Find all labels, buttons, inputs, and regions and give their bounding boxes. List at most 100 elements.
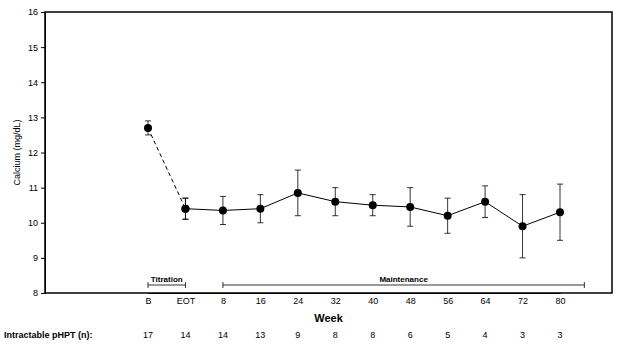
y-tick-mark xyxy=(41,293,45,294)
marker xyxy=(331,198,339,206)
error-bar xyxy=(445,198,451,233)
x-tick-label: 64 xyxy=(481,296,491,306)
y-tick-mark xyxy=(41,188,45,189)
x-tick-label: 40 xyxy=(368,296,378,306)
x-tick-label: 72 xyxy=(518,296,528,306)
n-value: 17 xyxy=(143,330,153,340)
error-bar xyxy=(370,195,376,216)
marker xyxy=(181,205,189,213)
x-tick: 40 xyxy=(368,293,378,306)
y-tick-mark xyxy=(41,47,45,48)
marker xyxy=(406,203,414,211)
marker xyxy=(294,189,302,197)
x-axis-line xyxy=(149,293,561,294)
x-axis: BEOT8162432404856647280 xyxy=(145,293,565,306)
error-bar xyxy=(182,198,188,219)
x-tick: 24 xyxy=(293,293,303,306)
x-tick-label: 32 xyxy=(331,296,341,306)
y-tick-mark xyxy=(41,117,45,118)
y-tick-label: 10 xyxy=(28,218,38,228)
n-value: 3 xyxy=(557,330,562,340)
y-tick-label: 8 xyxy=(33,288,38,298)
x-tick: 64 xyxy=(481,293,491,306)
series xyxy=(144,121,189,219)
y-tick-mark xyxy=(41,82,45,83)
x-tick-label: B xyxy=(145,296,151,306)
marker xyxy=(444,212,452,220)
error-bar xyxy=(182,198,188,219)
plot-frame xyxy=(45,12,612,293)
chart: 8910111213141516BEOT8162432404856647280C… xyxy=(0,0,622,346)
n-value: 6 xyxy=(408,330,413,340)
x-tick: 48 xyxy=(406,293,416,306)
y-tick: 8 xyxy=(33,288,45,298)
y-axis: 8 9 10 11 12 13 14 15 16 xyxy=(28,7,46,298)
y-tick: 12 xyxy=(28,148,45,158)
bracket-label: Titration xyxy=(151,275,183,284)
error-bar xyxy=(520,195,526,258)
y-tick: 13 xyxy=(28,113,45,123)
y-tick: 15 xyxy=(28,43,45,53)
n-value: 4 xyxy=(483,330,488,340)
n-value: 9 xyxy=(295,330,300,340)
x-axis-title: Week xyxy=(314,312,343,324)
y-axis-line xyxy=(45,13,46,294)
n-value: 14 xyxy=(180,330,190,340)
y-tick-label: 9 xyxy=(33,253,38,263)
error-bar xyxy=(407,188,413,227)
x-tick-label: 48 xyxy=(406,296,416,306)
marker xyxy=(369,201,377,209)
x-tick-label: 80 xyxy=(555,296,565,306)
x-tick: 72 xyxy=(518,293,528,306)
marker xyxy=(144,124,152,132)
marker xyxy=(219,206,227,214)
x-tick: B xyxy=(145,293,151,306)
n-value: 3 xyxy=(520,330,525,340)
error-bar xyxy=(332,188,338,216)
error-bar xyxy=(295,170,301,216)
n-label: Intractable pHPT (n): xyxy=(4,330,93,340)
n-value: 13 xyxy=(255,330,265,340)
line xyxy=(185,193,560,226)
bracket-label: Maintenance xyxy=(379,275,428,284)
y-tick-label: 14 xyxy=(28,78,38,88)
n-row: Intractable pHPT (n): 17 14 14 13 9 8 8 6 5 4 3 3 xyxy=(4,330,563,340)
y-tick: 9 xyxy=(33,253,45,263)
line xyxy=(148,128,185,209)
y-tick-label: 15 xyxy=(28,43,38,53)
n-value: 14 xyxy=(218,330,228,340)
marker xyxy=(481,198,489,206)
y-axis-title: Calcium (mg/dL) xyxy=(12,119,22,185)
y-tick-label: 11 xyxy=(29,183,38,193)
y-tick: 14 xyxy=(28,78,45,88)
annotations: Titration Maintenance xyxy=(148,275,584,288)
x-tick: 8 xyxy=(221,293,226,306)
error-bar xyxy=(482,186,488,218)
error-bar xyxy=(257,195,263,223)
n-value: 5 xyxy=(445,330,450,340)
y-tick: 16 xyxy=(28,7,45,17)
y-tick: 10 xyxy=(28,218,45,228)
marker xyxy=(181,205,189,213)
x-tick: 56 xyxy=(443,293,453,306)
x-tick: EOT xyxy=(177,293,196,306)
marker xyxy=(256,205,264,213)
n-value: 8 xyxy=(370,330,375,340)
bracket: Titration xyxy=(148,275,185,288)
x-tick-label: 8 xyxy=(221,296,226,306)
error-bar xyxy=(220,196,226,224)
x-tick-label: EOT xyxy=(177,296,196,306)
y-tick-mark xyxy=(41,223,45,224)
error-bar xyxy=(145,121,151,135)
x-tick: 32 xyxy=(331,293,341,306)
n-value: 8 xyxy=(333,330,338,340)
x-tick-label: 24 xyxy=(293,296,303,306)
y-tick-mark xyxy=(41,12,45,13)
y-tick-label: 16 xyxy=(28,7,38,17)
x-tick-label: 56 xyxy=(443,296,453,306)
bracket: Maintenance xyxy=(223,275,584,288)
y-tick-mark xyxy=(41,153,45,154)
error-bar xyxy=(557,184,563,240)
marker xyxy=(519,222,527,230)
y-tick: 11 xyxy=(29,183,45,193)
